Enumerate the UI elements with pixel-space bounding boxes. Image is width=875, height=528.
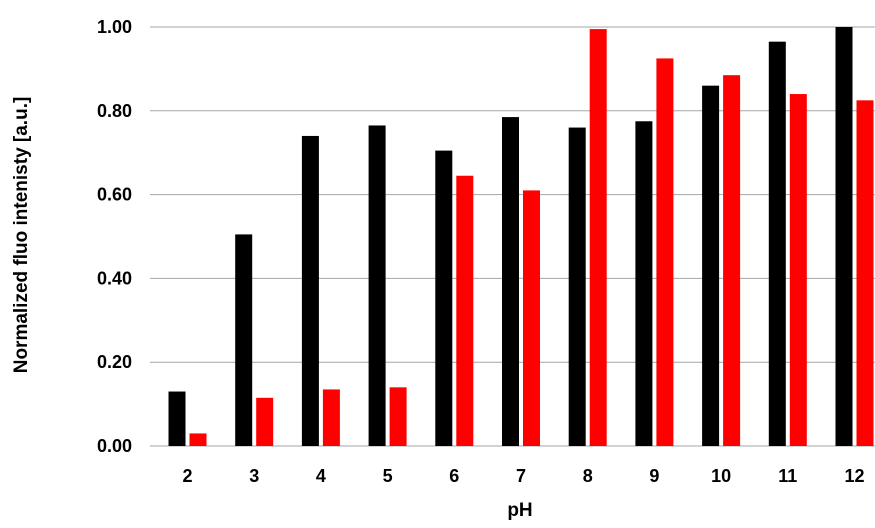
x-axis-title: pH bbox=[507, 500, 532, 521]
bar-black-ph-5 bbox=[368, 125, 386, 446]
y-tick-labels: 0.00 0.20 0.40 0.60 0.80 1.00 bbox=[97, 17, 132, 456]
bar-red-ph-3 bbox=[256, 397, 274, 446]
bar-red-ph-7 bbox=[523, 190, 540, 446]
bar-black-ph-3 bbox=[235, 234, 253, 446]
y-tick-label: 0.00 bbox=[97, 436, 132, 456]
bar-black-ph-2 bbox=[168, 391, 186, 446]
bar-red-ph-11 bbox=[789, 94, 807, 446]
x-tick-label: 4 bbox=[316, 466, 326, 486]
x-tick-label: 9 bbox=[649, 466, 659, 486]
bar-red-ph-2 bbox=[189, 433, 207, 446]
bar-red-ph-5 bbox=[389, 387, 407, 446]
bar-black-ph-12 bbox=[835, 27, 853, 446]
bar-red-ph-4 bbox=[322, 389, 340, 446]
bar-red-ph-12 bbox=[856, 100, 874, 446]
x-tick-label: 2 bbox=[182, 466, 192, 486]
bar-black-ph-6 bbox=[435, 150, 453, 447]
bar-red-ph-9 bbox=[656, 58, 674, 447]
x-tick-labels: 2 3 4 5 6 7 8 9 10 11 12 bbox=[182, 466, 864, 486]
x-tick-label: 6 bbox=[449, 466, 459, 486]
bar-black-ph-4 bbox=[301, 135, 319, 446]
x-tick-label: 11 bbox=[778, 466, 797, 486]
bar-black-ph-10 bbox=[702, 85, 720, 446]
x-tick-label: 3 bbox=[249, 466, 259, 486]
x-tick-label: 10 bbox=[711, 466, 731, 486]
x-tick-label: 8 bbox=[583, 466, 593, 486]
bar-black-ph-9 bbox=[635, 121, 653, 447]
y-tick-label: 0.20 bbox=[97, 352, 132, 372]
bar-red-ph-10 bbox=[723, 75, 741, 446]
bar-red-ph-6 bbox=[456, 175, 474, 446]
y-tick-label: 0.60 bbox=[97, 185, 132, 205]
x-tick-label: 5 bbox=[383, 466, 393, 486]
y-tick-label: 0.80 bbox=[97, 101, 132, 121]
y-axis-title: Normalized fluo intenisty [a.u.] bbox=[11, 97, 32, 374]
bar-black-ph-11 bbox=[768, 41, 786, 446]
bar-black-ph-8 bbox=[568, 127, 586, 446]
x-tick-label: 12 bbox=[844, 466, 864, 486]
bars bbox=[168, 27, 874, 447]
x-tick-label: 7 bbox=[516, 466, 526, 486]
bar-red-ph-8 bbox=[589, 29, 607, 446]
y-tick-label: 0.40 bbox=[97, 268, 132, 288]
bar-black-ph-7 bbox=[502, 117, 519, 447]
y-tick-label: 1.00 bbox=[97, 17, 132, 37]
